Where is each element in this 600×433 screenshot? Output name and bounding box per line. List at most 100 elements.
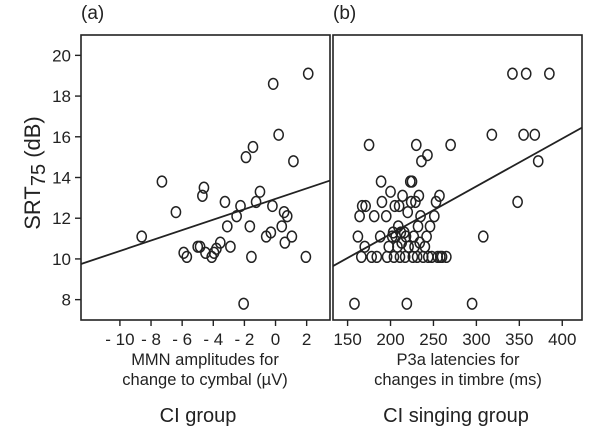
y-tick-label: 16 xyxy=(52,128,71,147)
data-point xyxy=(477,230,489,243)
x-tick-label: - 8 xyxy=(141,330,161,349)
data-point xyxy=(355,250,367,264)
data-point xyxy=(156,175,168,188)
data-point xyxy=(440,250,452,264)
data-point xyxy=(267,199,278,213)
data-point xyxy=(281,210,293,223)
data-point xyxy=(428,210,440,223)
data-point xyxy=(356,199,368,213)
panel-a-x-label-line-2: change to cymbal (µV) xyxy=(122,371,287,389)
x-tick-label: 350 xyxy=(505,330,533,349)
x-tick-label: - 10 xyxy=(105,330,134,349)
x-tick-label: 2 xyxy=(302,330,311,349)
data-point xyxy=(402,205,414,219)
data-point xyxy=(363,138,375,152)
data-point xyxy=(399,250,411,264)
panel-b-group-label: CI singing group xyxy=(383,405,529,427)
data-point xyxy=(385,185,396,198)
data-point xyxy=(250,195,262,209)
y-axis-label: SRT75 (dB) xyxy=(20,116,50,230)
x-tick-label: 150 xyxy=(333,330,361,349)
data-point xyxy=(410,138,422,152)
regression-line xyxy=(332,126,583,267)
data-point xyxy=(397,189,408,202)
y-axis-label-main: SRT xyxy=(20,186,45,230)
data-point xyxy=(221,220,233,233)
panel-b-frame xyxy=(332,34,583,321)
data-point xyxy=(231,210,242,223)
panel-a-x-label-line-1: MMN amplitudes for xyxy=(131,351,279,369)
data-point xyxy=(349,297,360,310)
data-point xyxy=(376,195,388,209)
x-tick-label: 300 xyxy=(462,330,490,349)
data-point xyxy=(393,199,405,213)
data-point xyxy=(383,240,395,253)
data-point xyxy=(466,297,478,310)
data-point xyxy=(532,155,544,168)
x-tick-label: 0 xyxy=(271,330,280,349)
data-point xyxy=(392,220,404,233)
data-point xyxy=(512,195,523,209)
y-tick-label: 12 xyxy=(52,209,71,228)
data-point xyxy=(240,150,252,164)
data-point xyxy=(286,230,298,243)
y-tick-label: 8 xyxy=(62,291,71,310)
data-point xyxy=(235,199,246,213)
data-point xyxy=(170,205,182,219)
y-tick-label: 14 xyxy=(52,169,71,188)
y-tick-label: 18 xyxy=(52,87,71,106)
data-point xyxy=(421,230,432,243)
data-point xyxy=(273,128,284,141)
data-point xyxy=(445,138,456,152)
x-tick-label: - 6 xyxy=(172,330,192,349)
data-point xyxy=(406,175,418,188)
data-point xyxy=(368,210,380,223)
data-point xyxy=(136,230,148,243)
panel-b-x-label-line-2: changes in timbre (ms) xyxy=(374,371,542,389)
data-point xyxy=(410,195,421,209)
panel-b-x-label-line-1: P3a latencies for xyxy=(397,351,520,369)
data-point xyxy=(278,205,290,219)
x-tick-label: - 2 xyxy=(234,330,254,349)
data-point xyxy=(360,199,371,213)
data-point xyxy=(279,236,291,249)
x-tick-label: 400 xyxy=(548,330,576,349)
data-point xyxy=(181,250,193,264)
panel-a-frame xyxy=(80,34,331,321)
data-point xyxy=(276,220,288,233)
regression-line xyxy=(80,179,331,265)
panel-b-label: (b) xyxy=(333,3,356,24)
data-point xyxy=(214,236,226,249)
data-point xyxy=(238,297,249,310)
data-point xyxy=(198,181,210,194)
data-point xyxy=(374,230,386,243)
data-point xyxy=(520,67,532,80)
data-point xyxy=(416,155,427,168)
data-point xyxy=(486,128,498,141)
panel-a-x-ticks: - 10 - 8 - 6 - 4 - 2 0 2 xyxy=(105,320,311,349)
panel-b-points xyxy=(349,67,555,310)
panel-a: (a) 8 10 12 14 16 18 20 - 10 - 8 - 6 - 4 - 2 0 2 MMN… xyxy=(52,3,331,427)
data-point xyxy=(197,189,208,202)
x-tick-label: 250 xyxy=(419,330,447,349)
data-point xyxy=(388,250,400,264)
data-point xyxy=(436,250,448,264)
x-tick-label: 200 xyxy=(376,330,404,349)
data-point xyxy=(352,230,364,243)
data-point xyxy=(544,67,555,80)
data-point xyxy=(424,220,436,233)
data-point xyxy=(518,128,529,141)
data-point xyxy=(288,155,299,168)
panel-b: (b) 150 200 250 300 350 400 P3a latencies for… xyxy=(332,3,583,427)
data-point xyxy=(254,185,266,198)
data-point xyxy=(413,189,425,202)
data-point xyxy=(366,250,377,264)
data-point xyxy=(359,240,371,253)
data-point xyxy=(354,210,365,223)
panel-b-x-ticks: 150 200 250 300 350 400 xyxy=(333,320,576,349)
data-point xyxy=(265,226,277,239)
y-axis-label-unit: (dB) xyxy=(20,116,45,164)
data-point xyxy=(371,250,383,264)
data-point xyxy=(244,220,256,233)
data-point xyxy=(300,250,312,264)
